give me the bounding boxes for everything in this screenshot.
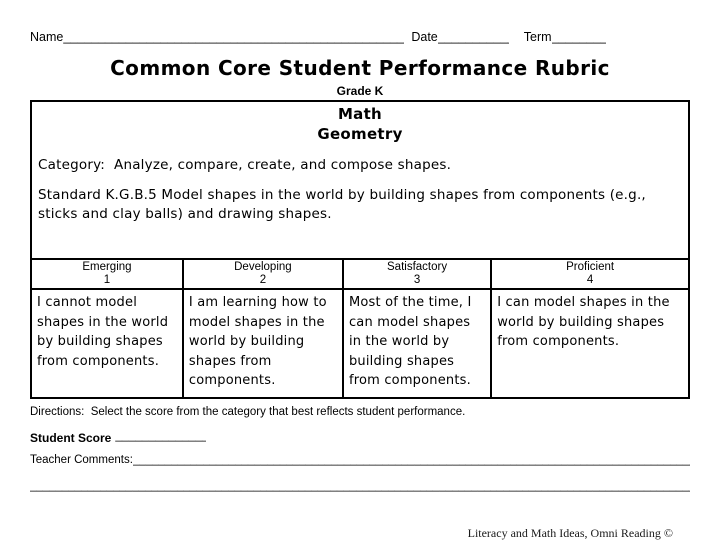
column-header-emerging: Emerging 1	[32, 258, 184, 290]
date-label: Date	[411, 30, 438, 44]
descriptor-satisfactory: Most of the time, I can model shapes in …	[342, 289, 493, 397]
level-score: 4	[586, 274, 594, 286]
name-blank[interactable]: ________________________________________…	[63, 30, 404, 44]
column-header-developing: Developing 2	[182, 258, 344, 290]
table-header-row: Emerging 1 Developing 2 Satisfactory 3 P…	[32, 258, 688, 290]
level-name: Proficient	[566, 261, 615, 273]
level-score: 1	[103, 274, 111, 286]
name-date-term-row: Name ____________________________________…	[30, 30, 690, 46]
performance-levels-table: Emerging 1 Developing 2 Satisfactory 3 P…	[32, 258, 688, 397]
teacher-comments-label: Teacher Comments:	[30, 454, 133, 466]
term-blank[interactable]: ____________	[551, 30, 606, 44]
descriptor-emerging: I cannot model shapes in the world by bu…	[32, 289, 184, 397]
term-label: Term	[523, 30, 552, 44]
comments-extra-blank-line[interactable]: ________________________________________…	[30, 480, 690, 492]
level-score: 3	[413, 274, 421, 286]
subject-heading: Math	[337, 105, 383, 123]
level-name: Emerging	[82, 261, 132, 273]
category-line: Category: Analyze, compare, create, and …	[38, 157, 452, 173]
strand-heading: Geometry	[317, 125, 403, 143]
grade-label: Grade K	[336, 84, 384, 98]
table-descriptor-row: I cannot model shapes in the world by bu…	[32, 289, 688, 397]
descriptor-developing: I am learning how to model shapes in the…	[182, 289, 344, 397]
student-score-label: Student Score	[30, 431, 112, 445]
standard-line: Standard K.G.B.5 Model shapes in the wor…	[38, 187, 651, 222]
descriptor-proficient: I can model shapes in the world by build…	[497, 295, 670, 349]
copyright-credit: Literacy and Math Ideas, Omni Reading ©	[467, 526, 673, 540]
column-header-proficient: Proficient 4	[491, 258, 688, 290]
teacher-comments-row: Teacher Comments: _______________________…	[30, 454, 690, 466]
column-header-satisfactory: Satisfactory 3	[342, 258, 493, 290]
teacher-comments-blank[interactable]: ________________________________________…	[132, 454, 690, 466]
directions-text: Directions: Select the score from the ca…	[30, 406, 466, 418]
date-blank[interactable]: _______________	[437, 30, 509, 44]
student-score-row: Student Score____________________	[30, 428, 690, 445]
rubric-box: Math Geometry Category: Analyze, compare…	[30, 100, 690, 399]
level-score: 2	[259, 274, 267, 286]
level-name: Developing	[234, 261, 292, 273]
page-title: Common Core Student Performance Rubric	[110, 56, 610, 80]
name-label: Name	[30, 30, 64, 44]
level-name: Satisfactory	[387, 261, 448, 273]
student-score-blank[interactable]: ____________________	[115, 428, 206, 442]
